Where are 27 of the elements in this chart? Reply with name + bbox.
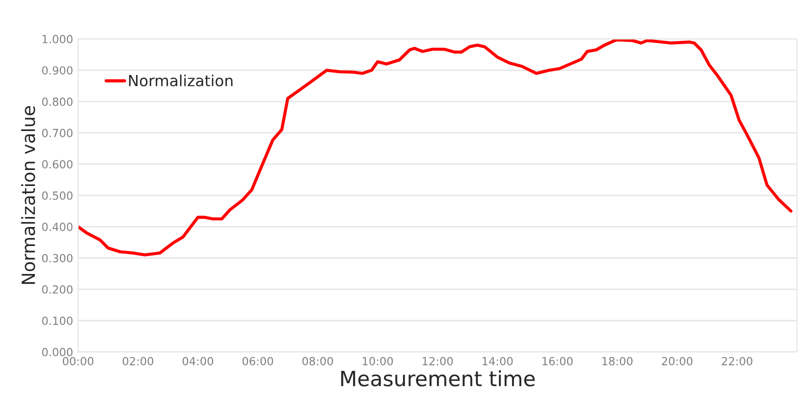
y-tick-label: 0.400 [42,222,72,232]
y-tick-label: 0.900 [42,66,72,75]
x-tick-label: 06:00 [242,356,274,366]
y-tick-label: 0.300 [42,254,72,262]
y-tick-label: 0.600 [42,160,72,168]
legend-label: Normalization [129,74,232,86]
x-tick-label: 20:00 [662,356,692,366]
x-tick-label: 22:00 [722,356,752,366]
y-tick-label: 0.700 [42,128,72,138]
x-tick-label: 10:00 [362,356,393,366]
y-tick-label: 0.200 [42,285,72,294]
y-tick-label: 0.800 [42,97,72,106]
y-tick-label: 0.000 [42,348,72,356]
x-tick-label: 12:00 [422,356,453,366]
x-tick-label: 14:00 [482,356,513,366]
x-tick-label: 18:00 [602,356,633,366]
x-tick-label: 04:00 [182,356,214,366]
x-axis-title: Measurement time [341,370,535,386]
line-series [78,38,792,256]
y-tick-label: 0.500 [42,191,72,200]
y-axis-title: Normalization value [21,106,36,284]
y-tick-label: 1.000 [42,34,72,44]
x-tick-label: 00:00 [62,356,94,366]
x-tick-label: 08:00 [302,356,333,366]
y-tick-label: 0.100 [42,316,72,325]
x-tick-label: 02:00 [122,356,154,366]
x-tick-label: 16:00 [542,356,573,366]
